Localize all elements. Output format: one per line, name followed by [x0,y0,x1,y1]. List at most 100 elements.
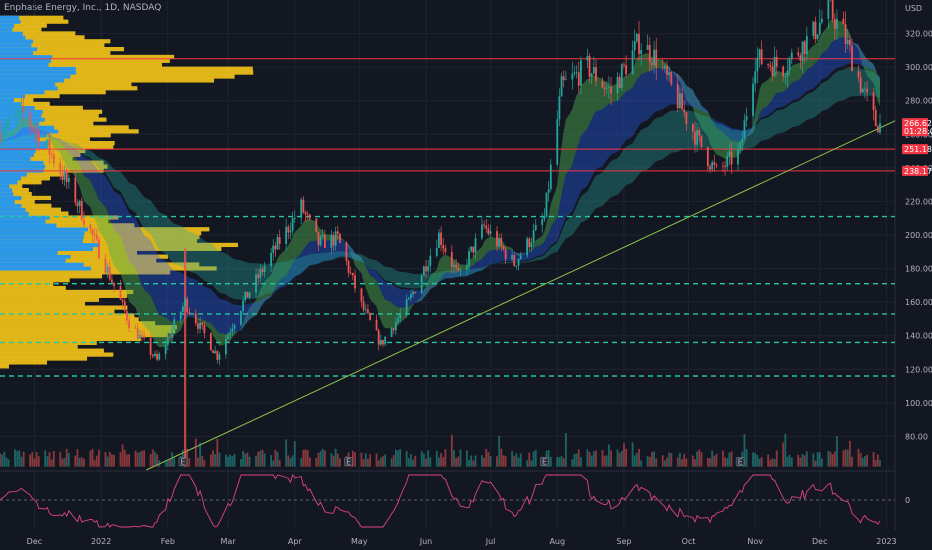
volume-bar [422,453,425,467]
candle-body [758,49,761,59]
candle-body [229,332,232,335]
candle-body [412,291,415,295]
profile-bar [0,211,69,216]
volume-bar [700,452,703,467]
candles [0,0,881,366]
profile-value-area-bar [0,199,15,204]
volume-bar [760,457,763,467]
profile-bar [0,336,141,342]
volume-bar [489,455,492,467]
profile-value-area-bar [0,125,55,130]
profile-bar [0,258,157,263]
candle-body [453,264,455,267]
candle-body [113,282,115,287]
volume-bar [756,454,759,467]
volume-bar [683,453,686,467]
volume-bar [564,433,567,467]
volume-bar [291,455,294,467]
candle-body [760,49,763,65]
profile-bar [0,97,34,103]
candle-body [136,328,139,339]
earnings-marker [178,457,188,466]
profile-value-area-bar [0,23,15,28]
volume-bar [848,440,851,467]
candle-body [44,144,47,146]
volume-bar [289,458,292,467]
volume-bar [571,459,574,467]
profile-bar [0,297,99,302]
profile-value-area-bar [0,176,21,181]
y-tick-label: 180.00 [905,265,932,274]
volume-bar [67,453,70,467]
candle-body [851,45,853,72]
profile-value-area-bar [0,242,100,248]
profile-bar [0,62,162,67]
volume-bar [151,449,154,467]
volume-bar [805,451,808,467]
candle-body [188,312,191,314]
earnings-marker [344,457,353,466]
candle-body [214,351,217,354]
candle-body [498,237,501,247]
volume-bar [255,455,257,467]
volume-bar [287,455,290,467]
candle-body [59,163,62,175]
volume-bar [625,448,628,467]
candle-body [724,165,726,167]
candle-body [756,58,759,72]
candle-body [737,148,739,165]
volume-bar [33,458,36,467]
volume-bar [16,450,19,467]
price-badge [902,118,928,137]
candle-body [216,351,219,360]
y-tick-label: 300.00 [905,63,932,72]
profile-value-area-bar [0,184,10,189]
candle-body [741,139,744,143]
profile-value-area-bar [0,31,23,36]
candle-body [526,238,529,256]
profile-value-area-bar [0,15,20,20]
candle-body [515,265,518,267]
candle-body [571,73,574,80]
candle-body [304,212,307,215]
x-tick-label: Dec [812,537,827,546]
volume-bar [549,457,552,467]
candle-body [244,291,247,301]
volume-bar [14,449,16,467]
candle-body [465,265,468,270]
volume-bar [459,449,462,467]
candle-body [332,234,335,246]
candle-body [377,330,380,345]
profile-bar [0,325,177,330]
candle-body [543,216,546,220]
volume-bar [752,452,754,467]
candle-body [31,126,34,131]
x-tick-label: Dec [27,537,42,546]
candle-body [864,88,866,90]
profile-value-area-bar [0,105,35,110]
profile-bar [0,113,99,118]
volume-bar [450,434,453,467]
profile-bar [0,344,78,349]
volume-bar [121,444,124,467]
candle-body [259,268,262,278]
volume-bar [745,449,748,467]
candle-body [201,322,204,326]
profile-bar [0,19,69,24]
candle-body [106,266,109,273]
candle-body [549,164,552,190]
volume-bar [799,457,802,467]
x-axis: Dec 2022 Feb Mar Apr May Jun Jul Aug Sep Oct Nov Dec… [27,537,897,546]
candle-body [186,298,189,313]
profile-bar [0,125,129,130]
volume-bar [1,454,4,467]
volume-bar [158,460,161,467]
candle-body [876,125,879,133]
candle-body [790,52,793,59]
candle-body [618,77,621,88]
volume-bar [59,451,62,467]
candle-body [450,251,453,267]
volume-bar [274,449,277,467]
profile-value-area-bar [0,266,91,271]
